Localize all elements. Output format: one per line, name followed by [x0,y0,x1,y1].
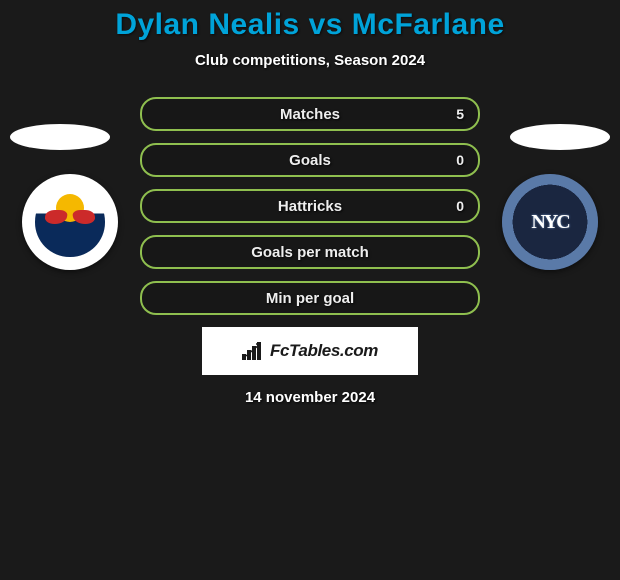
root: Dylan Nealis vs McFarlane Club competiti… [0,0,620,406]
stat-value-right: 5 [456,106,464,122]
player-ellipse-left [10,124,110,150]
stat-row-goals-per-match: Goals per match [140,235,480,269]
stat-row-min-per-goal: Min per goal [140,281,480,315]
stat-label: Goals per match [251,244,369,261]
club-badge-right: NYC [502,174,598,270]
player-ellipse-right [510,124,610,150]
stat-label: Hattricks [278,198,342,215]
brand-text: FcTables.com [270,341,378,361]
stat-row-goals: Goals 0 [140,143,480,177]
redbull-badge-icon [22,174,118,270]
stat-value-right: 0 [456,198,464,214]
stat-row-matches: Matches 5 [140,97,480,131]
brand-box: FcTables.com [202,327,418,375]
nycfc-monogram: NYC [531,211,568,234]
stat-label: Matches [280,106,340,123]
stat-row-hattricks: Hattricks 0 [140,189,480,223]
bar-chart-icon [242,342,266,360]
stat-label: Goals [289,152,331,169]
nycfc-badge-icon: NYC [502,174,598,270]
page-title: Dylan Nealis vs McFarlane [0,8,620,42]
stats-list: Matches 5 Goals 0 Hattricks 0 Goals per … [140,97,480,315]
stat-value-right: 0 [456,152,464,168]
club-badge-left [22,174,118,270]
page-subtitle: Club competitions, Season 2024 [0,52,620,69]
footer-date: 14 november 2024 [0,389,620,406]
stat-label: Min per goal [266,290,354,307]
